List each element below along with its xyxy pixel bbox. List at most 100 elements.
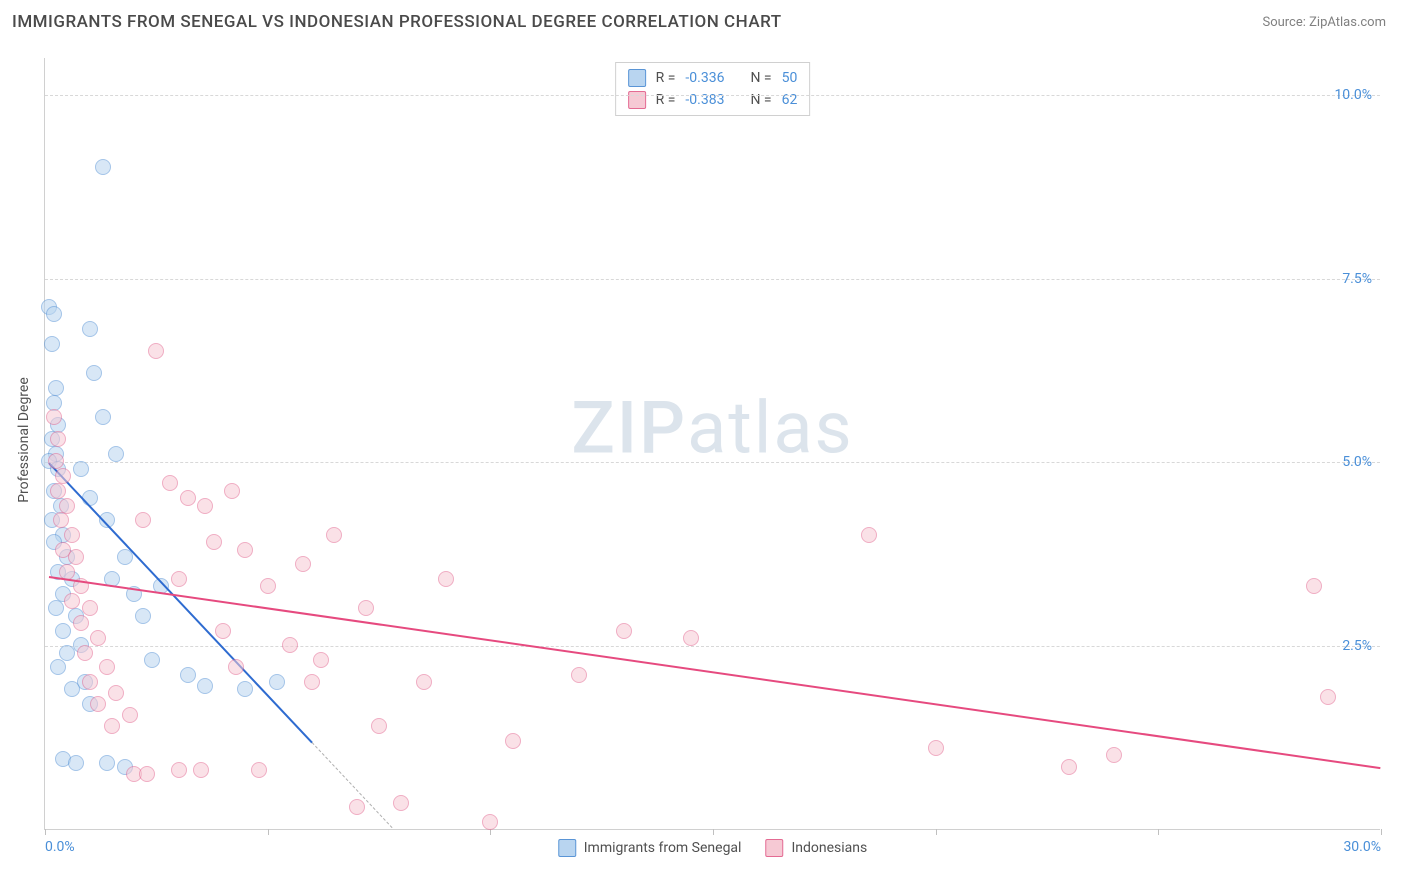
scatter-point (48, 453, 64, 469)
scatter-point (144, 652, 160, 668)
scatter-point (393, 795, 409, 811)
scatter-point (108, 446, 124, 462)
chart-title: IMMIGRANTS FROM SENEGAL VS INDONESIAN PR… (12, 12, 782, 32)
stats-legend-row: R = -0.336 N = 50 (628, 67, 798, 89)
scatter-point (197, 498, 213, 514)
y-tick-label: 2.5% (1342, 638, 1372, 654)
y-axis-label: Professional Degree (16, 377, 32, 503)
legend-swatch (628, 91, 646, 109)
gridline (45, 462, 1380, 463)
scatter-point (53, 512, 69, 528)
scatter-point (77, 645, 93, 661)
series-legend-item: Immigrants from Senegal (558, 839, 742, 857)
x-tick-mark (1381, 829, 1382, 835)
scatter-point (358, 600, 374, 616)
scatter-point (82, 321, 98, 337)
scatter-point (86, 365, 102, 381)
scatter-point (48, 380, 64, 396)
scatter-point (64, 593, 80, 609)
r-label: R = (656, 70, 676, 86)
series-legend-item: Indonesians (765, 839, 867, 857)
r-value: -0.336 (685, 70, 724, 86)
y-tick-label: 5.0% (1342, 454, 1372, 470)
scatter-point (99, 659, 115, 675)
legend-swatch (628, 69, 646, 87)
y-tick-label: 10.0% (1334, 87, 1372, 103)
scatter-point (55, 623, 71, 639)
scatter-point (193, 762, 209, 778)
legend-swatch (765, 839, 783, 857)
scatter-point (616, 623, 632, 639)
scatter-point (861, 527, 877, 543)
x-tick-mark (45, 829, 46, 835)
trend-line-extrapolation (312, 742, 393, 828)
series-legend-label: Immigrants from Senegal (584, 840, 742, 856)
scatter-point (90, 696, 106, 712)
gridline (45, 279, 1380, 280)
scatter-point (50, 483, 66, 499)
chart-header: IMMIGRANTS FROM SENEGAL VS INDONESIAN PR… (0, 0, 1406, 40)
scatter-point (90, 630, 106, 646)
series-legend-label: Indonesians (791, 840, 867, 856)
scatter-point (237, 542, 253, 558)
x-tick-mark (490, 829, 491, 835)
scatter-point (139, 766, 155, 782)
stats-legend: R = -0.336 N = 50 R =-0.383N =62 (615, 62, 811, 116)
scatter-plot-area: ZIPatlas R =-0.336N =50R =-0.383N =62 Im… (44, 58, 1380, 830)
scatter-point (304, 674, 320, 690)
scatter-point (505, 733, 521, 749)
scatter-point (59, 645, 75, 661)
scatter-point (206, 534, 222, 550)
x-tick-mark (1158, 829, 1159, 835)
scatter-point (135, 512, 151, 528)
scatter-point (73, 615, 89, 631)
chart-source: Source: ZipAtlas.com (1262, 15, 1386, 30)
scatter-point (349, 799, 365, 815)
scatter-point (50, 431, 66, 447)
scatter-point (260, 578, 276, 594)
scatter-point (1320, 689, 1336, 705)
scatter-point (282, 637, 298, 653)
scatter-point (1106, 747, 1122, 763)
watermark-part1: ZIP (571, 386, 687, 471)
scatter-point (180, 667, 196, 683)
scatter-point (68, 549, 84, 565)
scatter-point (295, 556, 311, 572)
scatter-point (46, 306, 62, 322)
scatter-point (228, 659, 244, 675)
x-tick-mark (268, 829, 269, 835)
scatter-point (171, 571, 187, 587)
watermark: ZIPatlas (571, 386, 853, 471)
scatter-point (224, 483, 240, 499)
scatter-point (171, 762, 187, 778)
n-value: 50 (782, 70, 798, 86)
scatter-point (95, 409, 111, 425)
scatter-point (162, 475, 178, 491)
scatter-point (82, 600, 98, 616)
scatter-point (571, 667, 587, 683)
scatter-point (46, 409, 62, 425)
scatter-point (237, 681, 253, 697)
scatter-point (326, 527, 342, 543)
scatter-point (251, 762, 267, 778)
scatter-point (122, 707, 138, 723)
y-tick-label: 7.5% (1342, 271, 1372, 287)
x-tick-mark (713, 829, 714, 835)
scatter-point (135, 608, 151, 624)
scatter-point (148, 343, 164, 359)
scatter-point (99, 755, 115, 771)
scatter-point (46, 395, 62, 411)
scatter-point (82, 674, 98, 690)
x-tick-label: 0.0% (45, 839, 75, 855)
scatter-point (95, 159, 111, 175)
scatter-point (104, 718, 120, 734)
scatter-point (197, 678, 213, 694)
n-label: N = (750, 70, 771, 86)
stats-legend-row: R =-0.383N =62 (628, 89, 798, 111)
gridline (45, 646, 1380, 647)
scatter-point (1061, 759, 1077, 775)
scatter-point (73, 461, 89, 477)
scatter-point (64, 527, 80, 543)
x-tick-mark (936, 829, 937, 835)
x-tick-label: 30.0% (1343, 839, 1381, 855)
